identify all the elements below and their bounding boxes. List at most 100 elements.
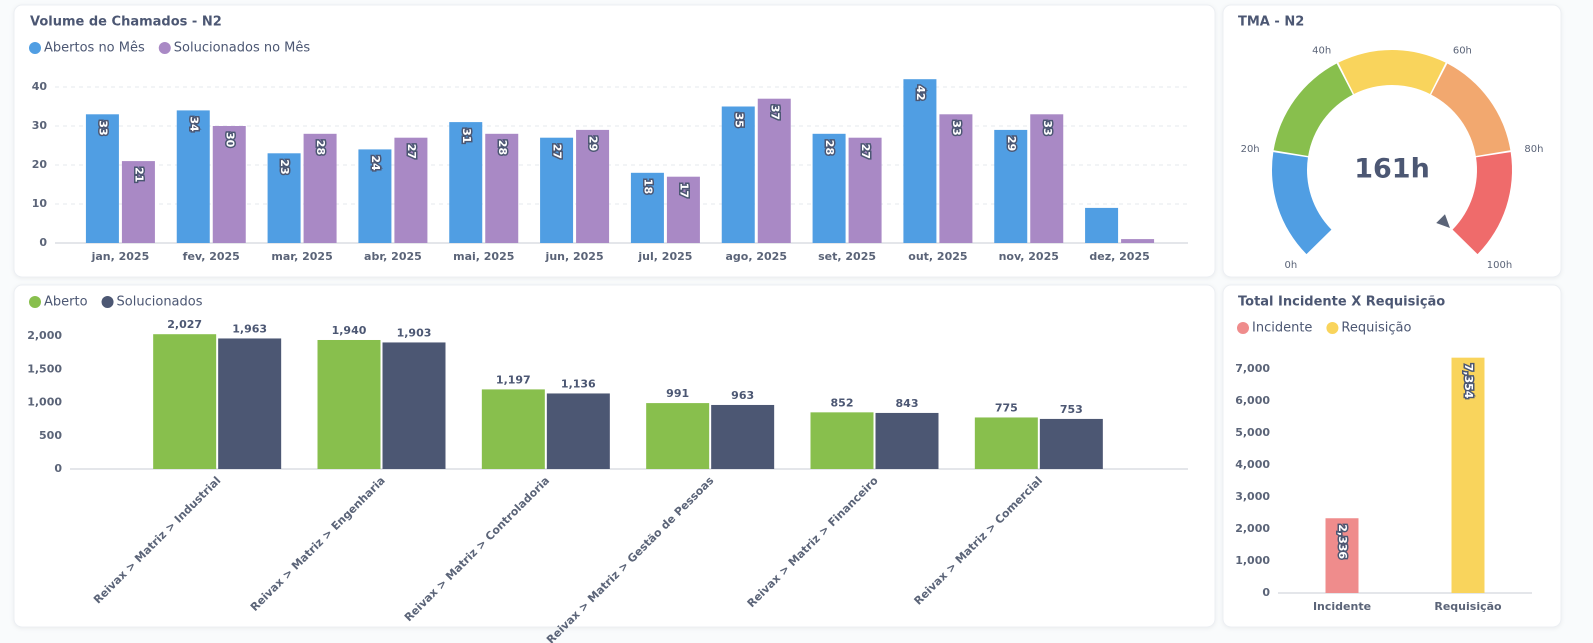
y-tick-label: 40 xyxy=(32,80,48,93)
bar xyxy=(1039,418,1103,469)
card xyxy=(1222,4,1562,278)
legend-label: Solucionados xyxy=(117,295,203,310)
bar xyxy=(666,176,700,243)
bar xyxy=(994,129,1028,243)
y-tick-label: 6,000 xyxy=(1235,394,1270,407)
data-label: 37 xyxy=(768,105,781,120)
gauge-value: 161h xyxy=(1354,154,1430,185)
bar xyxy=(485,133,519,243)
y-tick-label: 2,000 xyxy=(27,329,62,342)
data-label: 28 xyxy=(823,140,836,155)
chart-title: TMA - N2 xyxy=(1238,15,1304,30)
bar xyxy=(812,133,846,243)
gauge-segment xyxy=(1431,63,1511,157)
bar xyxy=(382,342,446,469)
y-tick-label: 2,000 xyxy=(1235,522,1270,535)
bar xyxy=(85,114,119,243)
data-label: 753 xyxy=(1060,403,1083,416)
y-tick-label: 7,000 xyxy=(1235,362,1270,375)
data-label: 18 xyxy=(641,179,654,194)
y-tick-label: 3,000 xyxy=(1235,490,1270,503)
gauge-segment xyxy=(1338,50,1446,94)
x-tick-label: mar, 2025 xyxy=(271,250,332,263)
bar xyxy=(974,417,1038,469)
chart-title: Total Incidente X Requisição xyxy=(1238,295,1445,310)
data-label: 2,027 xyxy=(167,318,202,331)
y-tick-label: 5,000 xyxy=(1235,426,1270,439)
y-tick-label: 30 xyxy=(32,119,48,132)
data-label: 29 xyxy=(1005,136,1018,151)
legend-label: Abertos no Mês xyxy=(44,41,145,56)
bar xyxy=(810,412,874,469)
x-tick-label: out, 2025 xyxy=(908,250,967,263)
card xyxy=(1222,284,1562,628)
x-tick-label: abr, 2025 xyxy=(364,250,422,263)
bar xyxy=(317,339,381,469)
bar xyxy=(1121,239,1155,243)
data-label: 31 xyxy=(460,128,473,143)
chart-title: Volume de Chamados - N2 xyxy=(30,15,222,30)
data-label: 1,136 xyxy=(561,377,596,390)
gauge-tick-label: 40h xyxy=(1312,46,1331,57)
gauge-tick-label: 60h xyxy=(1453,46,1472,57)
data-label: 843 xyxy=(896,397,919,410)
data-label: 27 xyxy=(405,144,418,159)
bar xyxy=(212,126,246,243)
legend-label: Requisição xyxy=(1341,321,1411,336)
data-label: 1,940 xyxy=(332,324,367,337)
x-tick-label: jul, 2025 xyxy=(637,250,692,263)
x-tick-label: nov, 2025 xyxy=(999,250,1059,263)
data-label: 1,197 xyxy=(496,373,531,386)
x-tick-label: jan, 2025 xyxy=(91,250,150,263)
bar xyxy=(449,122,483,243)
bar xyxy=(1030,114,1064,243)
data-label: 27 xyxy=(551,144,564,159)
bar xyxy=(646,403,710,469)
x-tick-label: fev, 2025 xyxy=(183,250,240,263)
bar xyxy=(546,393,610,469)
y-tick-label: 500 xyxy=(39,429,62,442)
x-tick-label: set, 2025 xyxy=(818,250,876,263)
y-tick-label: 1,000 xyxy=(27,396,62,409)
x-tick-label: ago, 2025 xyxy=(726,250,787,263)
y-tick-label: 4,000 xyxy=(1235,458,1270,471)
bar xyxy=(358,149,392,243)
y-tick-label: 10 xyxy=(32,197,48,210)
data-label: 852 xyxy=(831,396,854,409)
gauge-tick-label: 100h xyxy=(1487,260,1512,271)
y-tick-label: 1,000 xyxy=(1235,554,1270,567)
data-label: 33 xyxy=(950,120,963,135)
data-label: 28 xyxy=(496,140,509,155)
legend-marker xyxy=(29,296,41,308)
gauge-tick-label: 80h xyxy=(1524,144,1543,155)
bar xyxy=(1085,207,1119,243)
bar xyxy=(176,110,210,244)
legend-marker xyxy=(101,296,114,308)
bar xyxy=(303,133,337,243)
data-label: 17 xyxy=(677,183,690,198)
bar xyxy=(1451,357,1485,593)
data-label: 1,963 xyxy=(232,322,267,335)
bar xyxy=(630,172,664,243)
data-label: 7,354 xyxy=(1462,364,1475,399)
data-label: 24 xyxy=(369,155,382,171)
bar xyxy=(1325,518,1359,593)
data-label: 33 xyxy=(1041,120,1054,135)
y-tick-label: 1,500 xyxy=(27,362,62,375)
y-tick-label: 0 xyxy=(39,236,47,249)
data-label: 1,903 xyxy=(397,326,432,339)
x-tick-label: Incidente xyxy=(1313,600,1371,613)
data-label: 27 xyxy=(859,144,872,159)
bar xyxy=(711,404,775,469)
gauge-segment xyxy=(1273,63,1353,157)
data-label: 35 xyxy=(732,113,745,128)
legend-label: Incidente xyxy=(1252,321,1312,336)
data-label: 963 xyxy=(731,389,754,402)
gauge-pointer xyxy=(1436,214,1450,228)
legend-marker xyxy=(1237,322,1249,334)
legend-marker xyxy=(158,42,171,54)
data-label: 991 xyxy=(666,387,689,400)
gauge-segment xyxy=(1272,152,1332,255)
bar xyxy=(267,153,301,243)
x-tick-label: Requisição xyxy=(1434,600,1502,613)
